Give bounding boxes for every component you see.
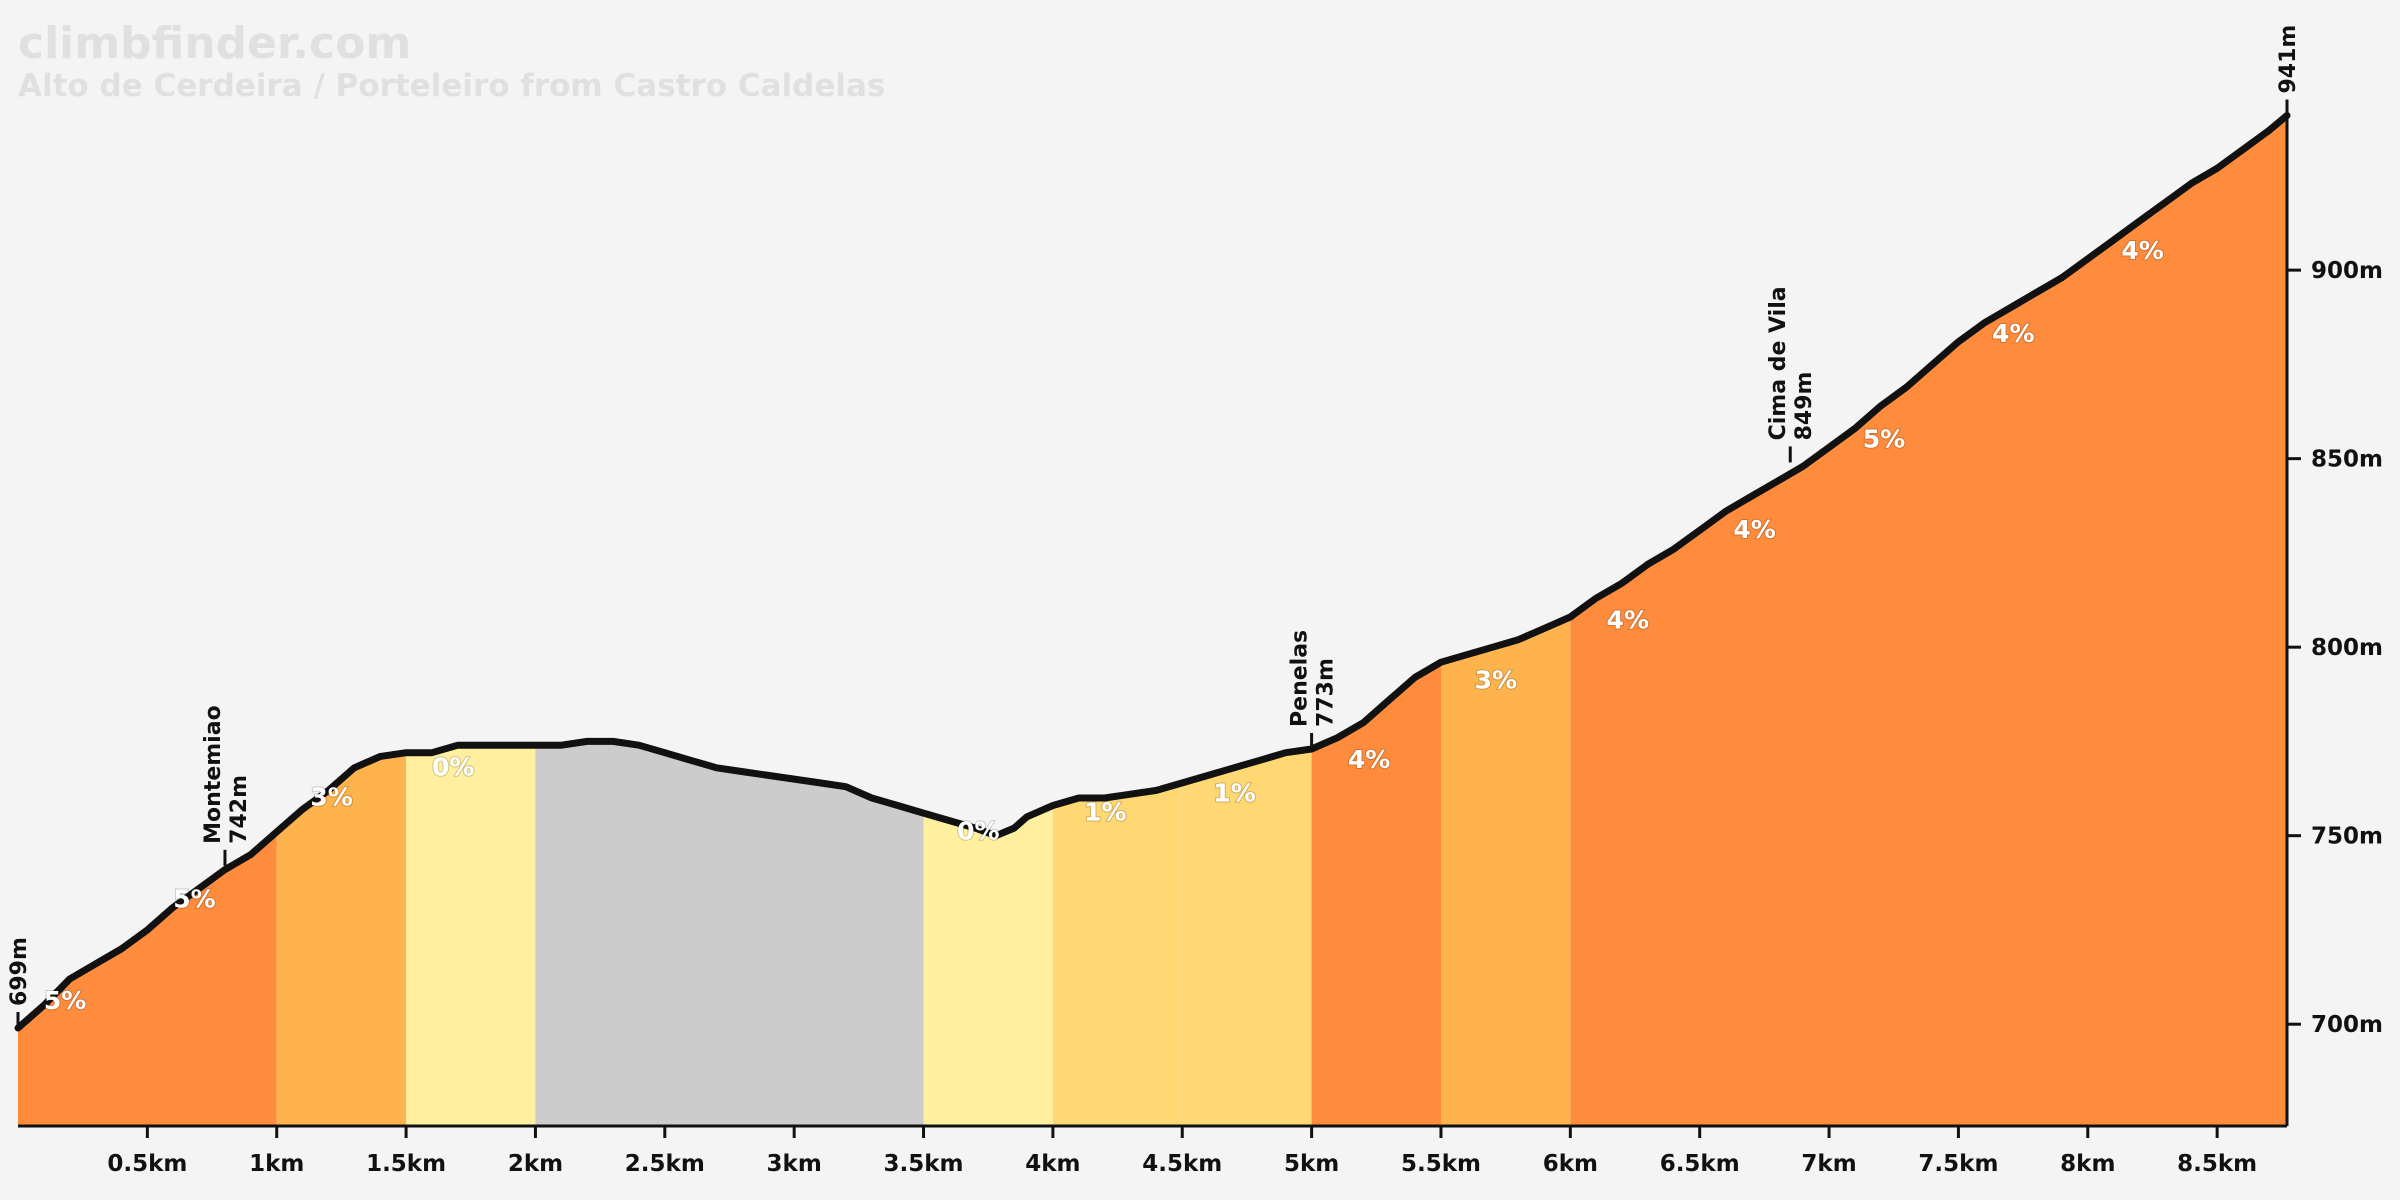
site-brand: climbfinder.com <box>18 18 411 69</box>
grade-label: 1% <box>1084 798 1126 827</box>
annotation-label: Cima de Vila <box>1766 286 1791 440</box>
x-tick-label: 2.5km <box>625 1151 705 1177</box>
grade-label: 1% <box>1213 779 1255 808</box>
grade-label: 4% <box>1992 319 2034 348</box>
grade-label: 4% <box>1733 515 1775 544</box>
grade-label: 3% <box>310 783 352 812</box>
x-tick-label: 4km <box>1025 1151 1080 1177</box>
x-tick-label: 2km <box>508 1151 563 1177</box>
grade-segment <box>923 805 1053 1126</box>
chart-title: Alto de Cerdeira / Porteleiro from Castr… <box>18 68 885 104</box>
grade-label: 4% <box>2121 236 2163 265</box>
x-tick-label: 1km <box>249 1151 304 1177</box>
annotation-label: 699m <box>7 937 32 1006</box>
grade-segments <box>18 115 2287 1126</box>
y-tick-label: 900m <box>2311 258 2383 284</box>
x-tick-label: 5km <box>1284 1151 1339 1177</box>
x-tick-label: 5.5km <box>1401 1151 1481 1177</box>
x-tick-label: 4.5km <box>1142 1151 1222 1177</box>
x-tick-label: 3.5km <box>884 1151 964 1177</box>
x-axis: 0.5km 1km 1.5km 2km 2.5km 3km 3.5km 4km 4.5km 5km… <box>18 1124 2287 1177</box>
grade-label: 4% <box>1348 745 1390 774</box>
y-tick-label: 750m <box>2311 824 2383 850</box>
grade-segment <box>406 745 536 1126</box>
y-tick-label: 800m <box>2311 635 2383 661</box>
x-tick-label: 3km <box>767 1151 822 1177</box>
x-tick-label: 6km <box>1543 1151 1598 1177</box>
grade-segment <box>1441 617 1571 1126</box>
grade-segment <box>1182 749 1312 1126</box>
grade-segment <box>1311 662 1441 1126</box>
grade-segment <box>1052 782 1183 1126</box>
y-tick-label: 700m <box>2311 1012 2383 1038</box>
annotation-label: 773m <box>1314 658 1339 727</box>
annotation-label: 941m <box>2276 25 2301 94</box>
y-axis: 700m 750m 800m 850m 900m <box>2285 108 2383 1126</box>
x-tick-label: 8km <box>2060 1151 2115 1177</box>
grade-label: 0% <box>432 752 474 781</box>
annotation-label: 742m <box>227 775 252 844</box>
y-tick-label: 850m <box>2311 447 2383 473</box>
grade-label: 0% <box>957 816 999 845</box>
annotation-label: Montemiao <box>201 705 226 844</box>
grade-segment <box>535 741 924 1126</box>
grade-label: 4% <box>1607 605 1649 634</box>
grade-segment <box>276 752 407 1126</box>
x-tick-label: 8.5km <box>2177 1151 2257 1177</box>
annotation-label: Penelas <box>1288 630 1313 727</box>
annotation-label: 849m <box>1792 372 1817 441</box>
x-tick-label: 6.5km <box>1660 1151 1740 1177</box>
profile-layer <box>14 112 2291 1032</box>
x-tick-label: 7.5km <box>1918 1151 1998 1177</box>
grade-label: 5% <box>44 986 86 1015</box>
grade-segment <box>1570 115 2287 1126</box>
grade-label: 5% <box>173 884 215 913</box>
grade-segment <box>18 831 277 1126</box>
x-tick-label: 7km <box>1801 1151 1856 1177</box>
grade-label: 3% <box>1475 666 1517 695</box>
elevation-profile-line <box>14 112 2291 1032</box>
grade-labels: 5% 5% 3% 0% 0% 1% 1% 4% 3% 4% 4% 5% 4% 4% <box>43 235 2165 1016</box>
x-tick-label: 0.5km <box>107 1151 187 1177</box>
x-tick-label: 1.5km <box>366 1151 446 1177</box>
grade-label: 5% <box>1863 424 1905 453</box>
waypoint-annotations: 699m Montemiao 742m Penelas 773m Cima de Vila… <box>7 25 2301 1028</box>
